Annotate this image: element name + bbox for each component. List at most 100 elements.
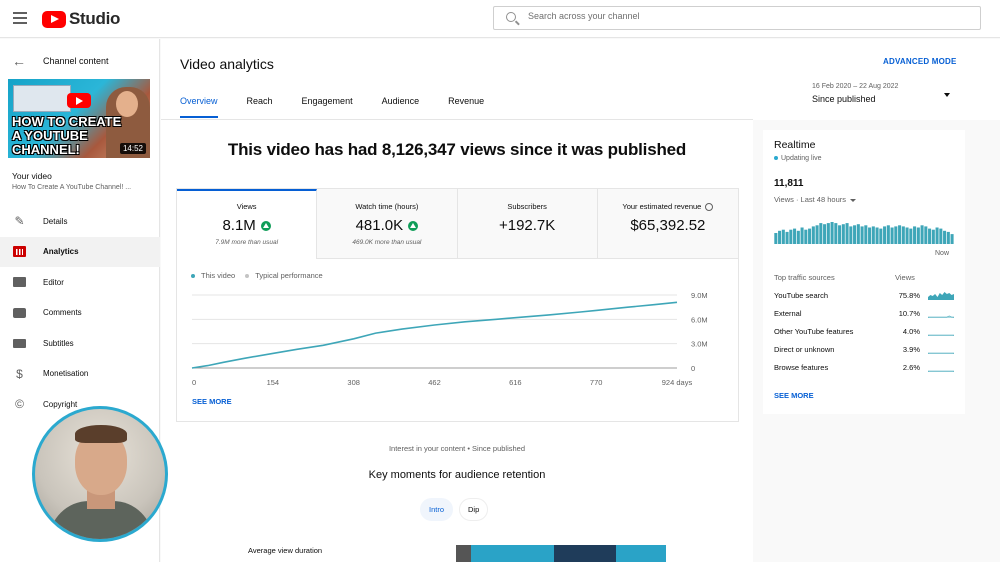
back-arrow-icon[interactable]: ← xyxy=(12,53,26,69)
chip-dip[interactable]: Dip xyxy=(459,498,489,521)
retention-video-preview[interactable] xyxy=(456,545,666,562)
copyright-icon: © xyxy=(15,397,24,412)
tab-audience[interactable]: Audience xyxy=(381,96,420,106)
metric-watch-time[interactable]: Watch time (hours) 481.0K 469.0K more th… xyxy=(317,189,458,259)
search-input[interactable] xyxy=(528,11,948,21)
realtime-bar xyxy=(886,225,890,244)
dropdown-arrow-icon xyxy=(849,198,856,202)
thumbnail-text-line-1: HOW TO CREATE xyxy=(12,114,122,129)
legend-dot xyxy=(191,274,195,279)
metric-tabs: Views 8.1M 7.9M more than usual Watch ti… xyxy=(177,189,738,259)
realtime-bar xyxy=(901,226,905,244)
comment-icon xyxy=(12,307,27,319)
sidebar-nav: ✎ Details Analytics Editor Comments Subt… xyxy=(0,206,160,420)
realtime-period-label: Views · Last 48 hours xyxy=(774,195,846,204)
realtime-see-more-button[interactable]: SEE MORE xyxy=(774,391,814,400)
sidebar-item-editor[interactable]: Editor xyxy=(0,267,160,298)
metric-subscribers[interactable]: Subscribers +192.7K xyxy=(457,189,598,259)
x-tick-label: 924 days xyxy=(662,378,693,387)
hamburger-menu-icon[interactable] xyxy=(13,12,27,24)
chip-intro[interactable]: Intro xyxy=(420,498,454,521)
x-tick-label: 0 xyxy=(192,378,196,387)
trend-up-icon xyxy=(260,220,271,231)
film-icon xyxy=(12,276,27,288)
sidebar-item-label: Copyright xyxy=(43,399,78,409)
realtime-bar xyxy=(785,231,789,244)
realtime-bar xyxy=(789,229,793,244)
sidebar-item-monetisation[interactable]: $ Monetisation xyxy=(0,359,160,390)
chart-legend: This video Typical performance xyxy=(191,271,333,280)
traffic-row: Other YouTube features 4.0% xyxy=(774,327,954,345)
tab-overview[interactable]: Overview xyxy=(180,96,218,118)
sidebar-item-subtitles[interactable]: Subtitles xyxy=(0,328,160,359)
divider xyxy=(161,119,753,120)
realtime-bar xyxy=(875,227,879,244)
traffic-source: Browse features xyxy=(774,363,829,372)
dropdown-arrow-icon[interactable] xyxy=(944,93,950,97)
realtime-bar xyxy=(819,223,823,244)
metric-value: $65,392.52 xyxy=(630,217,706,235)
realtime-bar xyxy=(898,225,902,244)
realtime-bar xyxy=(928,228,932,244)
advanced-mode-button[interactable]: ADVANCED MODE xyxy=(883,57,957,66)
traffic-header-views: Views xyxy=(895,273,915,282)
sidebar-item-details[interactable]: ✎ Details xyxy=(0,206,160,237)
y-tick-label: 3.0M xyxy=(691,340,708,349)
realtime-bar xyxy=(853,225,857,244)
date-range-text: 16 Feb 2020 – 22 Aug 2022 xyxy=(812,83,899,90)
realtime-bar xyxy=(894,226,898,244)
legend-label: Typical performance xyxy=(255,271,323,280)
metric-views[interactable]: Views 8.1M 7.9M more than usual xyxy=(177,189,318,259)
studio-logo[interactable]: Studio xyxy=(42,9,120,29)
series-line-this-video xyxy=(191,301,678,369)
info-icon[interactable] xyxy=(705,203,714,212)
tab-revenue[interactable]: Revenue xyxy=(448,96,485,106)
realtime-bar xyxy=(826,223,830,244)
traffic-sparkline xyxy=(928,352,954,354)
metric-label: Watch time (hours) xyxy=(355,202,419,211)
tab-reach[interactable]: Reach xyxy=(246,96,273,106)
sidebar-item-analytics[interactable]: Analytics xyxy=(0,236,160,267)
traffic-sparkline xyxy=(928,315,954,318)
interest-label: Interest in your content • Since publish… xyxy=(388,444,526,453)
legend-dot xyxy=(245,274,250,279)
y-tick-label: 0 xyxy=(691,364,695,373)
traffic-percent: 4.0% xyxy=(902,327,920,336)
traffic-sparkline xyxy=(928,292,954,300)
metric-revenue[interactable]: Your estimated revenue $65,392.52 xyxy=(597,189,738,259)
date-range-selector[interactable]: 16 Feb 2020 – 22 Aug 2022 Since publishe… xyxy=(812,83,898,104)
main-content: Video analytics ADVANCED MODE Overview R… xyxy=(161,39,1000,562)
top-bar: Studio xyxy=(0,0,1000,38)
x-tick-label: 770 xyxy=(590,378,603,387)
x-tick-label: 616 xyxy=(509,378,522,387)
back-label: Channel content xyxy=(43,56,109,66)
legend-label: This video xyxy=(201,271,236,280)
presenter-webcam xyxy=(32,406,168,542)
realtime-bar xyxy=(778,230,782,244)
metric-label: Subscribers xyxy=(507,202,547,211)
trend-up-icon xyxy=(408,220,419,231)
search-icon[interactable] xyxy=(506,12,516,22)
pencil-icon: ✎ xyxy=(14,214,25,229)
sidebar-item-comments[interactable]: Comments xyxy=(0,298,160,329)
realtime-views-count: 11,811 xyxy=(774,178,804,189)
sidebar-item-label: Details xyxy=(43,216,68,226)
metric-value: 8.1M xyxy=(222,217,256,234)
traffic-header: Top traffic sources Views xyxy=(774,273,954,282)
realtime-bar xyxy=(845,223,849,244)
video-thumbnail[interactable]: HOW TO CREATE A YOUTUBE CHANNEL! 14:52 xyxy=(8,79,150,158)
updating-live-label: Updating live xyxy=(781,155,822,162)
live-dot-icon xyxy=(774,156,778,161)
y-tick-label: 9.0M xyxy=(691,291,708,300)
now-label: Now xyxy=(935,250,950,257)
sidebar-item-copyright[interactable]: © Copyright xyxy=(0,389,160,420)
realtime-period-dropdown[interactable]: Views · Last 48 hours xyxy=(774,195,856,204)
realtime-bar xyxy=(935,227,939,244)
tab-engagement[interactable]: Engagement xyxy=(301,96,353,106)
see-more-button[interactable]: SEE MORE xyxy=(192,397,232,406)
realtime-bar xyxy=(774,233,778,244)
realtime-bar xyxy=(796,230,800,244)
page-title: Video analytics xyxy=(180,56,274,72)
back-to-channel-content[interactable]: ← Channel content xyxy=(12,53,109,69)
realtime-bar xyxy=(800,227,804,244)
